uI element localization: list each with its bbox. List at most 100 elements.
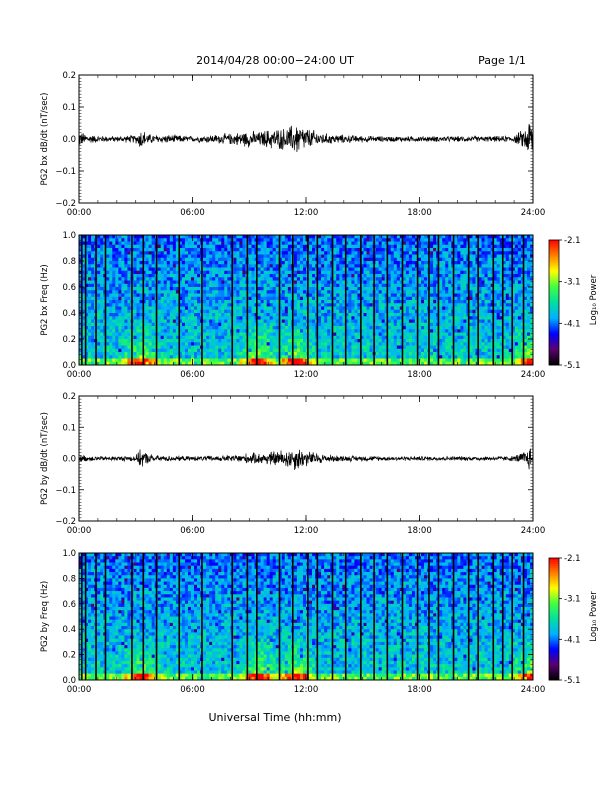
spectrogram-cell: [178, 339, 183, 343]
spectrogram-cell: [339, 264, 343, 268]
spectrogram-cell: [275, 257, 280, 262]
spectrogram-cell: [224, 244, 228, 249]
spectrogram-cell: [390, 235, 395, 239]
spectrogram-cell: [187, 238, 192, 242]
spectrogram-cell: [309, 274, 313, 278]
spectrogram-cell: [357, 335, 361, 340]
spectrogram-cell: [221, 251, 225, 255]
spectrogram-cell: [239, 332, 243, 337]
spectrogram-cell: [166, 309, 171, 314]
spectrogram-cell: [187, 251, 192, 255]
spectrogram-cell: [91, 303, 95, 307]
spectrogram-cell: [318, 319, 322, 324]
spectrogram-cell: [218, 287, 222, 291]
spectrogram-cell: [399, 326, 404, 330]
spectrogram-cell: [336, 287, 340, 291]
spectrogram-cell: [357, 251, 361, 255]
spectrogram-cell: [381, 290, 385, 294]
spectrogram-cell: [233, 283, 237, 288]
spectrogram-cell: [327, 358, 331, 363]
spectrogram-cell: [236, 290, 240, 294]
spectrogram-cell: [145, 254, 149, 259]
spectrogram-cell: [442, 238, 446, 242]
spectrogram-cell: [393, 238, 398, 242]
spectrogram-cell: [272, 290, 277, 294]
spectrogram-cell: [421, 345, 425, 350]
spectrogram-cell: [333, 358, 337, 363]
spectrogram-cell: [115, 352, 119, 356]
spectrogram-cell: [309, 283, 313, 288]
spectrogram-cell: [127, 309, 131, 314]
spectrogram-cell: [172, 345, 177, 350]
spectrogram-cell: [187, 293, 192, 298]
spectrogram-cell: [433, 251, 437, 255]
spectrogram-cell: [408, 309, 413, 314]
spectrogram-cell: [215, 329, 219, 333]
spectrogram-cell: [160, 235, 165, 239]
spectrogram-cell: [224, 309, 228, 314]
spectrogram-cell: [218, 303, 222, 307]
spectrogram-cell: [402, 280, 407, 285]
spectrogram-cell: [442, 261, 446, 265]
spectrogram-cell: [133, 329, 137, 333]
spectrogram-cell: [260, 319, 264, 324]
spectrogram-cell: [197, 267, 201, 272]
spectrogram-cell: [227, 238, 231, 242]
spectrogram-cell: [414, 332, 419, 337]
spectrogram-cell: [166, 332, 171, 337]
spectrogram-cell: [100, 335, 104, 340]
spectrogram-cell: [224, 277, 228, 281]
spectrogram-cell: [133, 316, 137, 320]
spectrogram-cell: [393, 241, 398, 246]
spectrogram-cell: [79, 235, 83, 239]
spectrogram-cell: [263, 313, 267, 317]
spectrogram-cell: [233, 251, 237, 255]
spectrogram-cell: [257, 283, 261, 288]
spectrogram-cell: [106, 322, 110, 327]
spectrogram-cell: [378, 348, 382, 353]
spectrogram-cell: [309, 342, 313, 346]
spectrogram-cell: [203, 306, 207, 311]
spectrogram-cell: [175, 290, 180, 294]
spectrogram-cell: [442, 296, 446, 301]
spectrogram-cell: [399, 264, 404, 268]
spectrogram-cell: [212, 280, 216, 285]
spectrogram-cell: [266, 309, 270, 314]
spectrogram-cell: [375, 342, 379, 346]
spectrogram-cell: [115, 309, 119, 314]
spectrogram-cell: [221, 270, 225, 275]
spectrogram-cell: [227, 254, 231, 259]
spectrogram-cell: [405, 303, 410, 307]
spectrogram-cell: [163, 348, 168, 353]
spectrogram-cell: [293, 241, 298, 246]
spectrogram-cell: [393, 244, 398, 249]
spectrogram-cell: [203, 257, 207, 262]
spectrogram-cell: [354, 355, 358, 359]
spectrogram-cell: [118, 290, 122, 294]
spectrogram-cell: [139, 254, 143, 259]
spectrogram-cell: [215, 267, 219, 272]
spectrogram-cell: [324, 251, 328, 255]
spectrogram-cell: [327, 290, 331, 294]
spectrogram-cell: [194, 355, 198, 359]
spectrogram-cell: [97, 300, 101, 304]
spectrogram-cell: [345, 251, 349, 255]
spectrogram-cell: [281, 248, 286, 252]
spectrogram-cell: [100, 300, 104, 304]
spectrogram-cell: [417, 254, 422, 259]
spectrogram-cell: [318, 329, 322, 333]
spectrogram-cell: [309, 352, 313, 356]
spectrogram-cell: [218, 342, 222, 346]
spectrogram-cell: [136, 361, 140, 366]
spectrogram-cell: [396, 248, 401, 252]
spectrogram-cell: [209, 270, 213, 275]
spectrogram-cell: [181, 296, 186, 301]
spectrogram-cell: [187, 270, 192, 275]
spectrogram-cell: [381, 277, 385, 281]
spectrogram-cell: [248, 322, 252, 327]
spectrogram-cell: [109, 335, 113, 340]
spectrogram-cell: [309, 355, 313, 359]
spectrogram-cell: [248, 352, 252, 356]
spectrogram-cell: [296, 251, 301, 255]
